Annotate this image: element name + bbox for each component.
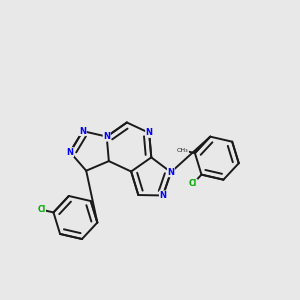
Text: N: N bbox=[146, 128, 153, 137]
Text: N: N bbox=[67, 148, 73, 157]
Text: CH₃: CH₃ bbox=[177, 148, 189, 153]
Text: N: N bbox=[159, 191, 167, 200]
Text: Cl: Cl bbox=[37, 205, 46, 214]
Text: N: N bbox=[167, 168, 174, 177]
Text: Cl: Cl bbox=[189, 179, 197, 188]
Text: N: N bbox=[79, 127, 86, 136]
Text: N: N bbox=[103, 132, 110, 141]
